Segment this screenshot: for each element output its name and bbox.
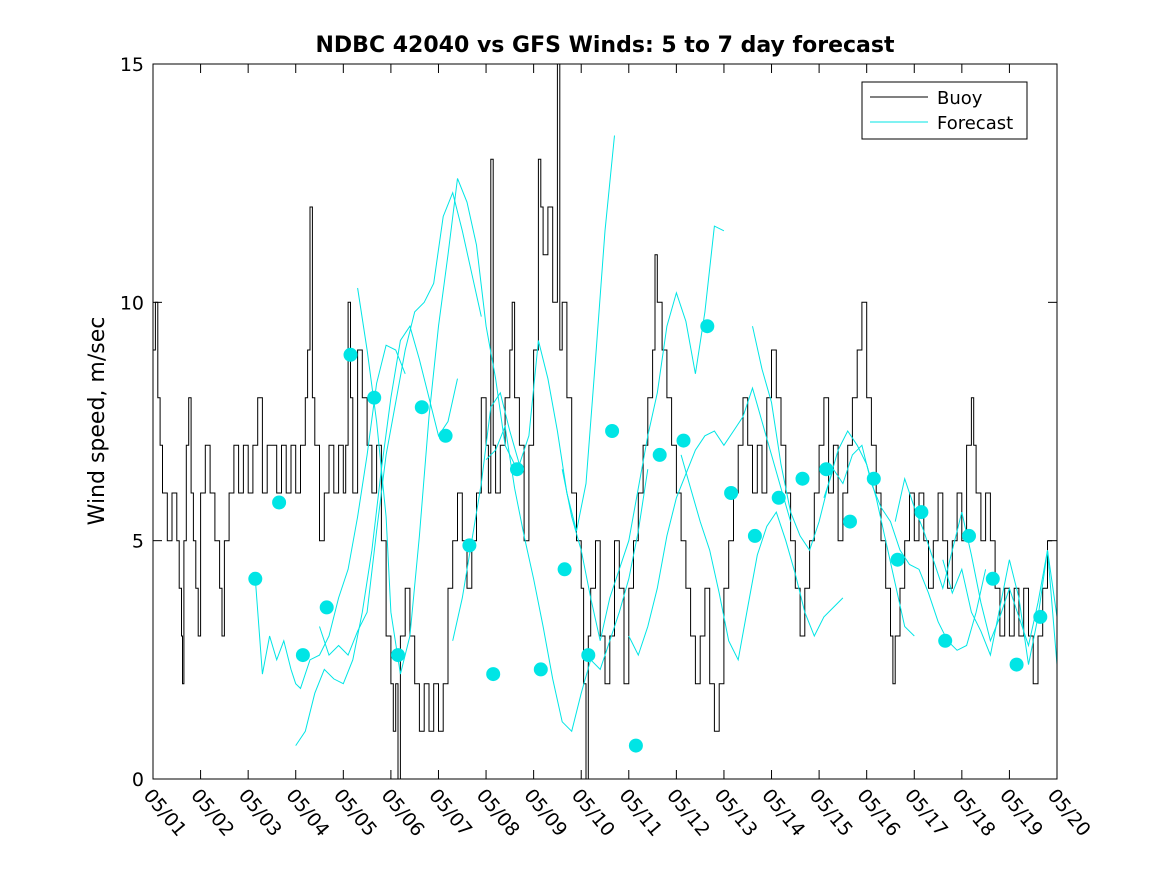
legend-label-buoy: Buoy xyxy=(937,88,983,109)
y-tick-label-1: 5 xyxy=(132,531,144,553)
forecast-point-6 xyxy=(367,390,382,405)
x-tick-label-15: 05/16 xyxy=(852,785,904,841)
forecast-point-27 xyxy=(866,471,881,486)
x-tick-label-7: 05/08 xyxy=(472,785,524,841)
forecast-point-20 xyxy=(700,319,715,334)
forecast-line-13 xyxy=(942,550,1058,665)
forecast-point-29 xyxy=(914,505,929,520)
y-tick-label-3: 15 xyxy=(120,54,144,76)
forecast-line-5 xyxy=(452,135,615,641)
forecast-point-9 xyxy=(438,428,453,443)
forecast-line-11 xyxy=(823,444,987,651)
y-tick-label-0: 0 xyxy=(132,769,144,791)
x-tick-label-3: 05/04 xyxy=(281,785,333,841)
forecast-point-23 xyxy=(771,490,786,505)
forecast-point-3 xyxy=(295,648,310,663)
forecast-point-7 xyxy=(391,648,405,663)
plot-area-frame xyxy=(152,63,1058,780)
forecast-point-19 xyxy=(676,433,691,448)
forecast-point-30 xyxy=(938,633,953,648)
forecast-point-33 xyxy=(1009,657,1024,672)
forecast-point-12 xyxy=(510,462,524,477)
forecast-line-3 xyxy=(319,191,482,657)
forecast-point-8 xyxy=(414,400,429,415)
legend-box xyxy=(861,81,1028,140)
forecast-point-1 xyxy=(248,571,263,586)
buoy-line xyxy=(153,63,1053,780)
forecast-point-15 xyxy=(581,648,596,663)
series-layer xyxy=(153,63,1058,780)
y-axis-label: Wind speed, m/sec xyxy=(85,317,110,526)
tick-layer: 05101505/0105/0205/0305/0405/0505/0605/0… xyxy=(120,54,1095,841)
x-tick-label-6: 05/07 xyxy=(424,785,476,841)
forecast-line-9 xyxy=(680,454,844,662)
forecast-point-4 xyxy=(319,600,334,615)
forecast-line-6 xyxy=(485,424,649,733)
forecast-point-5 xyxy=(343,347,358,362)
forecast-point-17 xyxy=(628,738,643,753)
forecast-point-13 xyxy=(533,662,548,677)
forecast-point-31 xyxy=(962,528,976,543)
forecast-point-22 xyxy=(747,528,762,543)
forecast-point-28 xyxy=(890,552,905,567)
x-tick-label-11: 05/12 xyxy=(662,785,714,841)
forecast-point-16 xyxy=(605,424,620,438)
x-tick-label-10: 05/11 xyxy=(615,785,667,841)
x-tick-label-16: 05/17 xyxy=(900,785,952,841)
x-tick-label-13: 05/14 xyxy=(757,785,809,841)
x-tick-label-4: 05/05 xyxy=(329,785,381,841)
x-tick-label-0: 05/01 xyxy=(139,785,191,841)
forecast-point-24 xyxy=(795,471,810,486)
forecast-point-34 xyxy=(1033,609,1048,624)
chart-title: NDBC 42040 vs GFS Winds: 5 to 7 day fore… xyxy=(316,33,895,58)
x-tick-label-12: 05/13 xyxy=(710,785,762,841)
x-tick-label-8: 05/09 xyxy=(519,785,571,841)
forecast-point-10 xyxy=(462,538,477,553)
forecast-line-1 xyxy=(254,344,406,690)
forecast-line-12 xyxy=(894,476,1058,648)
forecast-point-11 xyxy=(486,667,501,682)
forecast-point-2 xyxy=(272,495,287,510)
legend: Buoy Forecast xyxy=(861,81,1028,140)
legend-label-forecast: Forecast xyxy=(937,113,1013,134)
y-tick-label-2: 10 xyxy=(120,292,144,314)
forecast-point-21 xyxy=(724,486,739,500)
x-tick-label-1: 05/02 xyxy=(186,785,238,841)
x-tick-label-9: 05/10 xyxy=(567,785,619,841)
x-tick-label-14: 05/15 xyxy=(805,785,857,841)
forecast-point-32 xyxy=(985,571,1000,586)
forecast-point-18 xyxy=(652,447,667,462)
x-tick-label-18: 05/19 xyxy=(995,785,1047,841)
forecast-line-10 xyxy=(752,326,915,637)
x-tick-label-17: 05/18 xyxy=(948,785,1000,841)
forecast-point-25 xyxy=(819,462,834,477)
forecast-point-14 xyxy=(557,562,572,577)
x-tick-label-19: 05/20 xyxy=(1043,785,1095,841)
x-tick-label-2: 05/03 xyxy=(234,785,286,841)
forecast-point-26 xyxy=(843,514,857,529)
x-tick-label-5: 05/06 xyxy=(377,785,429,841)
forecast-line-8 xyxy=(628,386,792,657)
forecast-line-4 xyxy=(357,178,516,675)
forecast-line-7 xyxy=(561,225,725,641)
